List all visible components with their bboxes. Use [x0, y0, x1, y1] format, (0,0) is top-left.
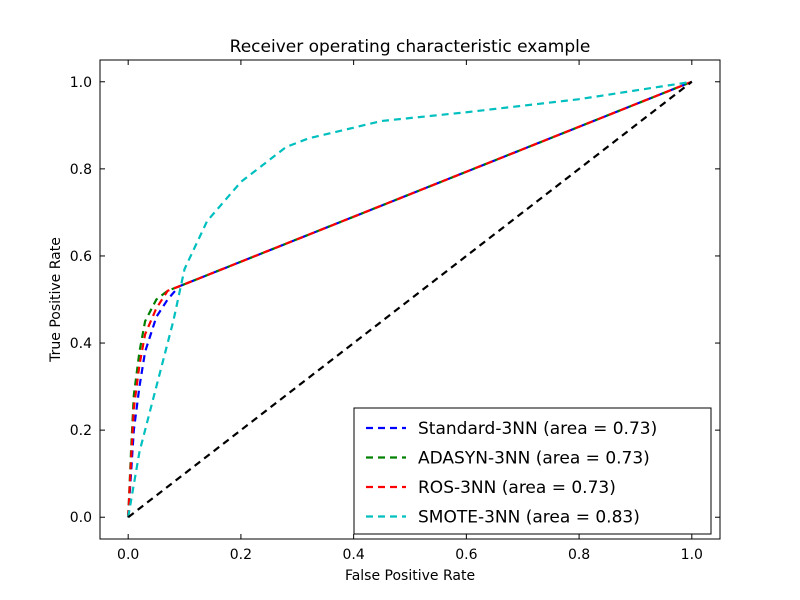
legend-label-4: SMOTE-3NN (area = 0.83) [418, 508, 640, 528]
legend-box [353, 407, 712, 535]
y-tick-label: 1.0 [70, 75, 92, 91]
y-axis-title: True Positive Rate [48, 237, 64, 363]
y-tick-label: 0.8 [70, 162, 92, 178]
legend-label-2: ADASYN-3NN (area = 0.73) [418, 449, 650, 469]
y-tick-label: 0.2 [70, 423, 92, 439]
series-line-4 [127, 80, 692, 518]
x-tick-label: 0.2 [230, 547, 252, 563]
x-tick-label: 0.8 [568, 547, 590, 563]
series-lines [127, 80, 693, 519]
chance-diagonal-line [127, 80, 693, 519]
y-tick-label: 0.4 [70, 336, 92, 352]
legend-label-1: Standard-3NN (area = 0.73) [418, 419, 657, 439]
x-tick-label: 0.6 [455, 547, 477, 563]
y-tick-label: 0.6 [70, 249, 92, 265]
chart-title: Receiver operating characteristic exampl… [230, 37, 591, 57]
x-tick-label: 0.4 [343, 547, 365, 563]
x-axis-title: False Positive Rate [345, 568, 475, 584]
x-tick-label: 1.0 [681, 547, 703, 563]
legend-label-3: ROS-3NN (area = 0.73) [418, 478, 616, 498]
series-line-3 [127, 80, 693, 518]
x-tick-label: 0.0 [117, 547, 139, 563]
legend: Standard-3NN (area = 0.73) ADASYN-3NN (ar… [353, 407, 712, 535]
y-tick-label: 0.0 [70, 510, 92, 526]
plot-area-frame [99, 59, 721, 540]
axis-ticks: 0.0 0.2 0.4 0.6 0.8 1.0 0.0 0.2 0.4 0.6 0.8 1.0 [70, 60, 720, 563]
